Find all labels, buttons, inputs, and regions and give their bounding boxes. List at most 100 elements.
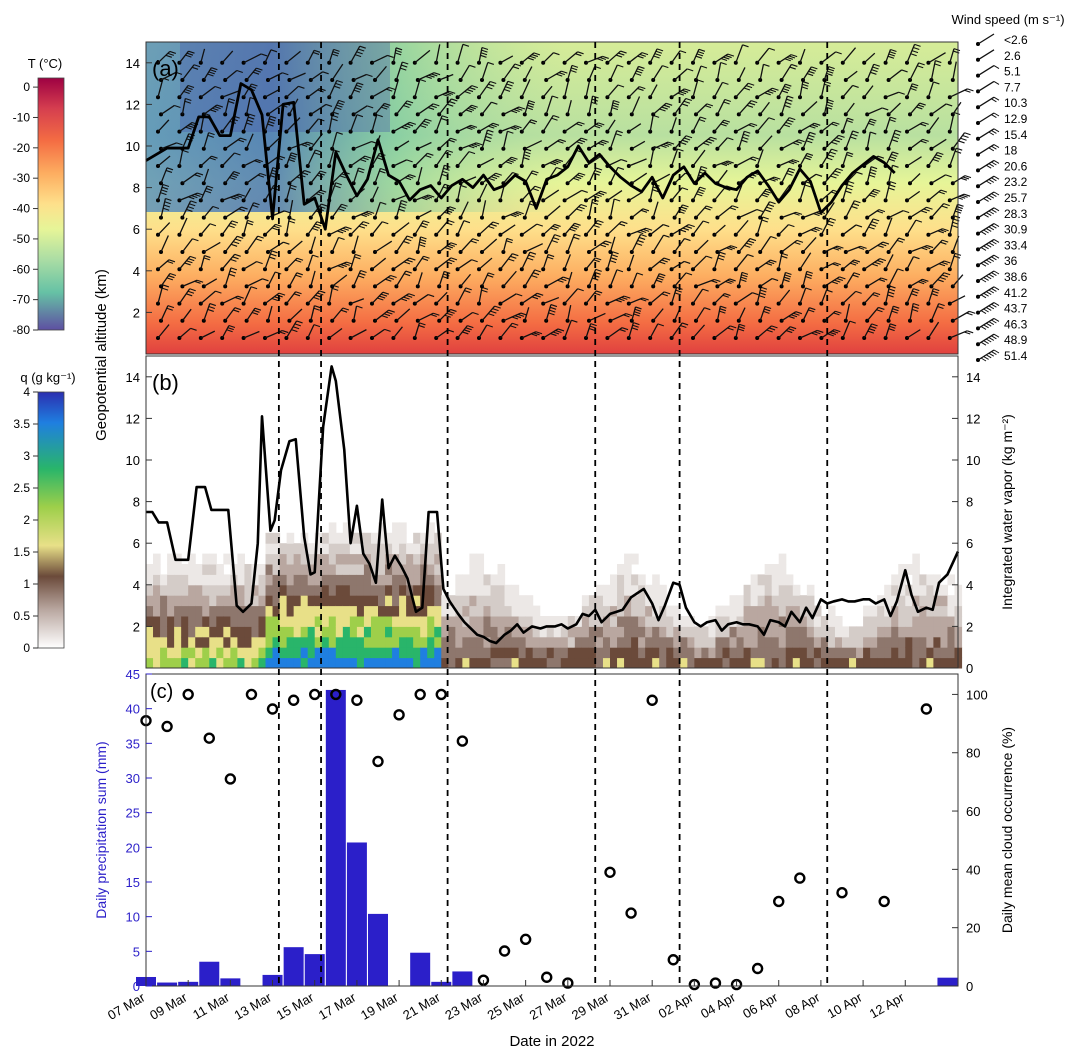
humidity-cell <box>581 595 590 607</box>
humidity-cell <box>834 657 843 669</box>
humidity-cell <box>553 647 562 659</box>
humidity-cell <box>399 532 407 544</box>
wind-barb <box>458 273 472 289</box>
wind-barb-flag <box>255 238 262 242</box>
wind-barb-flag <box>596 123 603 127</box>
wind-barb <box>779 63 798 82</box>
wind-barb-flag <box>359 158 367 162</box>
x-tick-label: 31 Mar <box>611 989 654 1023</box>
wind-barb <box>669 50 687 65</box>
wind-barb-staff <box>649 115 654 132</box>
wind-barb <box>733 219 749 237</box>
wind-barb <box>519 52 541 65</box>
wind-barb-flag <box>763 63 770 67</box>
wind-barb-staff <box>457 259 473 270</box>
humidity-cell <box>258 647 267 659</box>
wind-barb <box>755 188 773 203</box>
wind-barb-flag <box>615 299 622 303</box>
humidity-cell <box>778 553 787 565</box>
wind-barb-staff <box>692 255 707 270</box>
wind-barb-flag <box>832 172 839 177</box>
humidity-cell <box>778 574 787 586</box>
wind-barb-staff <box>585 79 591 98</box>
humidity-cell <box>153 574 161 586</box>
wind-barb-flag <box>552 161 559 165</box>
wind-barb-flag <box>663 224 670 228</box>
wind-barb <box>412 294 435 306</box>
humidity-cell <box>792 616 801 627</box>
wind-barb-flag <box>450 242 457 246</box>
humidity-cell <box>237 574 245 586</box>
wind-barb <box>287 308 303 323</box>
humidity-cell <box>202 564 210 575</box>
humidity-cell <box>947 605 956 617</box>
wind-barb <box>177 327 197 340</box>
wind-barb-flag <box>337 102 344 106</box>
wind-barb-staff <box>200 85 216 98</box>
humidity-cell <box>188 584 196 596</box>
humidity-cell <box>673 636 681 648</box>
wind-barb-flag <box>730 325 737 329</box>
wind-barb-flag <box>386 88 393 92</box>
wind-barb-staff <box>460 201 469 218</box>
humidity-cell <box>385 647 393 659</box>
wind-legend-flag <box>983 213 989 218</box>
x-tick-label: 09 Mar <box>147 989 190 1023</box>
wind-barb <box>908 102 926 117</box>
humidity-cell <box>581 657 590 669</box>
wind-barb-flag <box>702 288 709 292</box>
wind-barb-flag <box>406 259 413 263</box>
humidity-cell <box>314 564 323 575</box>
colorbar-tick-label: -30 <box>13 171 31 185</box>
wind-legend-flag <box>985 243 992 248</box>
wind-barb-staff <box>310 270 316 287</box>
wind-barb-flag <box>911 308 919 312</box>
wind-barb-flag <box>633 322 640 326</box>
wind-barb <box>498 80 515 100</box>
humidity-cell <box>539 616 548 627</box>
wind-barb-staff <box>521 223 538 236</box>
humidity-cell <box>342 574 351 586</box>
wind-barb-flag <box>235 194 243 198</box>
wind-barb-flag <box>512 171 519 176</box>
wind-barb <box>584 154 603 168</box>
wind-barb-flag <box>430 105 437 109</box>
wind-barb-staff <box>310 305 316 321</box>
humidity-cell <box>884 616 892 627</box>
precipitation-bar <box>325 689 346 986</box>
wind-barb-flag <box>315 193 323 197</box>
wind-barb-flag <box>533 52 541 56</box>
wind-barb-flag <box>958 140 965 144</box>
wind-barb-staff <box>524 307 530 321</box>
wind-barb-flag <box>402 61 409 65</box>
wind-barb-flag <box>360 214 367 218</box>
humidity-cell <box>708 626 717 638</box>
wind-barb-flag <box>367 105 374 109</box>
wind-barb-flag <box>685 97 692 102</box>
wind-barb <box>905 121 929 134</box>
wind-barb-staff <box>588 95 594 115</box>
wind-barb <box>736 271 749 289</box>
humidity-cell <box>476 553 485 565</box>
wind-barb <box>156 50 177 65</box>
humidity-cell <box>919 626 927 638</box>
humidity-cell <box>898 636 906 648</box>
humidity-cell <box>792 626 801 638</box>
humidity-cell <box>230 605 238 617</box>
wind-barb-flag <box>290 184 297 188</box>
humidity-cell <box>532 647 541 659</box>
wind-barb <box>865 209 886 220</box>
wind-barb <box>779 211 803 220</box>
wind-legend-label: 23.2 <box>1004 175 1028 189</box>
humidity-cell <box>265 616 274 627</box>
wind-barb <box>565 100 572 117</box>
wind-barb-flag <box>642 228 650 232</box>
wind-barb-staff <box>649 224 664 236</box>
wind-barb-flag <box>763 310 770 314</box>
humidity-cell <box>504 647 513 659</box>
wind-barb-staff <box>802 271 808 287</box>
wind-barb <box>370 291 390 306</box>
humidity-cell <box>476 616 485 627</box>
wind-barb-flag <box>421 222 429 226</box>
wind-barb-staff <box>221 50 234 64</box>
